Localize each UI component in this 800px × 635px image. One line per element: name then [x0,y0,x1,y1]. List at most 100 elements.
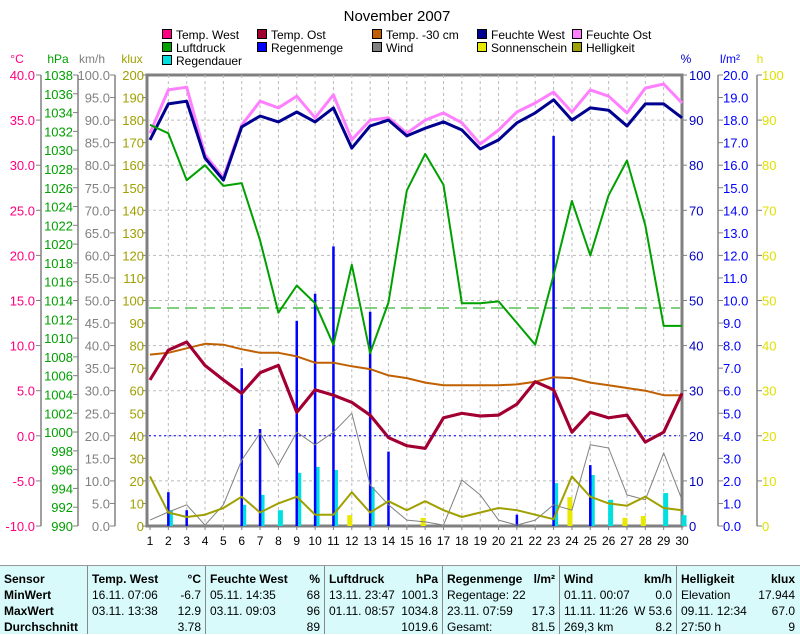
axis-tick-label: 50 [689,294,703,309]
axis-tick-label: 30.0 [85,384,110,399]
stat-value: 96 [306,604,320,618]
axis-tick-label: 100.0 [77,68,110,83]
stat-label: 269,3 km [564,620,614,634]
stat-value: W 53.6 [633,604,672,618]
axis-tick-label: 50 [762,294,776,309]
axis-tick-label: 13.0 [723,226,748,241]
bar-sonnenschein [622,517,628,526]
column-unit: klux [770,572,795,586]
statistics-table: Sensor MinWert MaxWert Durchschnitt Temp. We… [0,565,800,634]
x-tick-label: 25 [584,534,598,548]
bar-sonnenschein [640,516,646,526]
axis-tick-label: 55.0 [85,271,110,286]
axis-tick-label: 80 [762,158,776,173]
stat-label: Gesamt: [447,620,493,634]
x-tick-label: 20 [492,534,506,548]
stats-column: Wind km/h 01.11. 00:07 0.0 11.11. 11:26 W 53.… [560,566,677,634]
axis-tick-label: 45.0 [85,316,110,331]
axis-tick-label: 50 [130,406,144,421]
axis-tick-label: 998 [51,444,73,459]
axis-tick-label: 200 [122,68,144,83]
stat-label: 23.11. 07:59 [447,604,513,618]
axis-tick-label: 10.0 [10,339,35,354]
bar-regendauer [681,515,687,526]
x-tick-label: 28 [639,534,653,548]
legend: Temp. West Temp. Ost Temp. -30 cm Feuchte W… [162,28,652,68]
axis-unit: l/m² [720,52,740,66]
axis-tick-label: 90 [762,113,776,128]
column-header: Temp. West [92,572,159,586]
axis-tick-label: 1.0 [723,496,741,511]
stats-column: Sensor MinWert MaxWert Durchschnitt [0,566,88,634]
legend-label: Regenmenge [271,41,343,55]
axis-tick-label: 10.0 [723,294,748,309]
axis-tick-label: 992 [51,500,73,515]
axis-tick-label: 0 [137,519,144,534]
legend-label: Regendauer [176,54,242,68]
x-tick-label: 3 [183,534,190,548]
legend-item: Temp. West [162,28,240,42]
stat-value: 17.944 [758,588,795,602]
axis-tick-label: 75.0 [85,181,110,196]
axis-tick-label: 1002 [44,406,73,421]
x-tick-label: 14 [382,534,396,548]
legend-swatch [162,29,172,39]
axis-tick-label: 1008 [44,350,73,365]
bar-regendauer [553,483,559,526]
series-line-wind [149,412,683,526]
x-tick-label: 11 [327,534,340,548]
axis-tick-label: 0.0 [17,429,35,444]
x-tick-label: 18 [455,534,469,548]
axis-tick-label: 2.0 [723,474,741,489]
axis-tick-label: 17.0 [723,136,748,151]
legend-item: Temp. -30 cm [372,28,459,42]
bar-sonnenschein [347,515,353,526]
legend-label: Temp. -30 cm [386,28,459,42]
axis-tick-label: 180 [122,113,144,128]
axis-tick-label: 15.0 [10,294,35,309]
axis-unit: % [681,52,692,66]
axis-tick-label: 20 [762,429,776,444]
x-tick-label: 17 [437,534,451,548]
legend-item: Helligkeit [572,41,635,55]
axis-tick-label: 1016 [44,275,73,290]
legend-item: Feuchte West [477,28,565,42]
bar-regenmenge [515,514,519,526]
bar-regenmenge [185,510,188,526]
axis-unit: °C [10,52,24,66]
axis-tick-label: 1024 [44,200,73,215]
axis-unit: hPa [47,52,69,66]
x-tick-label: 8 [275,534,282,548]
legend-swatch [162,55,172,65]
axis-tick-label: 20.0 [10,248,35,263]
axis-tick-label: 1006 [44,369,73,384]
legend-label: Temp. West [176,28,240,42]
axis-tick-label: 1036 [44,87,73,102]
column-unit: °C [187,572,201,586]
series-line-luftdruck [149,123,682,355]
axis-tick-label: 20 [130,474,144,489]
axis-tick-label: 25.0 [85,406,110,421]
axis-tick-label: 19.0 [723,91,748,106]
stat-label: 03.11. 13:38 [92,604,158,618]
axis-tick-label: 120 [122,248,144,263]
stat-value: 0.0 [655,588,672,602]
axis-tick-label: 8.0 [723,339,741,354]
axis-unit: h [757,52,764,66]
x-tick-label: 5 [220,534,227,548]
axis-tick-label: 40.0 [10,68,35,83]
axis-unit: klux [121,52,142,66]
series-line-helligkeit [149,475,683,521]
axis-tick-label: 10 [689,474,703,489]
stat-value: -6.7 [180,588,201,602]
axis-tick-label: 85.0 [85,136,110,151]
axis-tick-label: 18.0 [723,113,748,128]
stat-value: 89 [306,620,320,634]
axis-tick-label: 80 [689,158,703,173]
axis-tick-label: 1018 [44,256,73,271]
axis-tick-label: 190 [122,91,144,106]
x-tick-label: 26 [602,534,616,548]
bar-regenmenge [368,311,372,526]
bar-sonnenschein [567,497,573,526]
axis-tick-label: 7.0 [723,361,741,376]
